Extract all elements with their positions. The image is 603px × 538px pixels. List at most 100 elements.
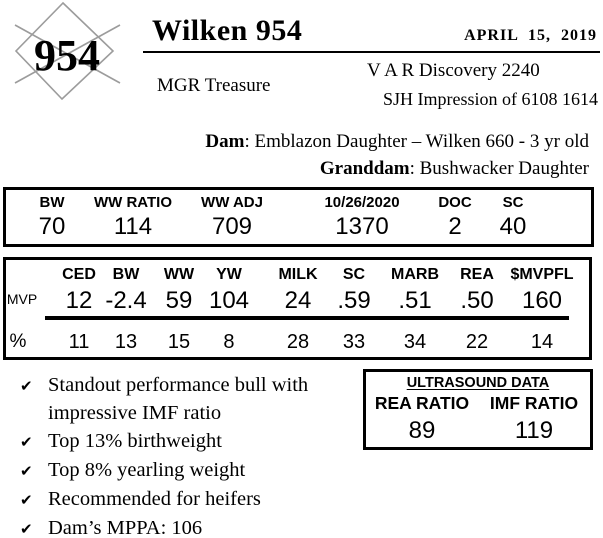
column-header: IMF RATIO [489,393,579,413]
pct-value: 14 [530,331,554,353]
column-header: WW RATIO [93,194,173,211]
pct-value: 15 [167,331,191,353]
pct-value: 33 [342,331,366,353]
mvp-value: .59 [337,287,371,314]
check-icon: ✔ [20,377,33,395]
title-divider [143,51,600,53]
cross-line-icon [14,24,121,84]
performance-column: WW RATIO 114 [94,193,172,241]
mvp-value: 24 [284,287,312,314]
mvp-value: 59 [165,287,193,314]
pct-value: 22 [465,331,489,353]
dam-line: Dam: Emblazon Daughter – Wilken 660 - 3 … [205,128,589,155]
column-header: WW [163,266,195,283]
brand-logo: 954 [14,1,121,101]
dam-block: Dam: Emblazon Daughter – Wilken 660 - 3 … [205,128,589,182]
mvp-value: .50 [460,287,494,314]
mvp-value: 160 [521,287,563,314]
column-header: YW [216,266,242,283]
epd-table: MVP % CED 12 11 BW -2.4 13 WW 59 15 YW 1… [3,257,592,360]
column-value: 40 [499,213,527,240]
epd-column: BW -2.4 13 [105,265,146,355]
pct-value: 28 [286,331,310,353]
pct-value: 8 [223,331,235,353]
ultrasound-box: ULTRASOUND DATA REA RATIO 89 IMF RATIO 1… [363,369,593,450]
ultrasound-title: ULTRASOUND DATA [366,375,590,392]
epd-row-label-mvp: MVP [6,291,38,307]
mvp-value: -2.4 [105,287,147,314]
column-header: REA [460,266,494,283]
note-text: Top 8% yearling weight [48,459,246,481]
column-header: BW [39,194,65,211]
epd-column: SC .59 33 [337,265,370,355]
column-header: 10/26/2020 [324,194,400,211]
granddam-label: Granddam [319,158,410,179]
note-text: Top 13% birthweight [48,430,222,452]
performance-column: BW 70 [39,193,66,241]
tag-number: 954 [34,31,100,80]
column-header: SC [342,266,366,283]
notes-list: ✔ Standout performance bull with impress… [20,371,365,538]
ultrasound-columns: REA RATIO 89 IMF RATIO 119 [366,393,590,446]
granddam-line: Granddam: Bushwacker Daughter [205,155,589,182]
page-title: Wilken 954 [152,14,303,47]
column-header: MILK [278,266,318,283]
column-header: MARB [391,266,439,283]
column-value: 709 [211,213,253,240]
mvp-value: 104 [208,287,250,314]
column-header: SC [502,194,524,211]
check-icon: ✔ [20,520,33,538]
list-item: ✔ Recommended for heifers [20,485,365,514]
pct-value: 13 [114,331,138,353]
epd-column: YW 104 8 [209,265,249,355]
epd-column: MILK 24 28 [278,265,317,355]
check-icon: ✔ [20,491,33,509]
column-value: 119 [514,417,554,444]
column-header: $MVPFL [510,266,574,283]
pct-value: 34 [403,331,427,353]
list-item: ✔ Top 8% yearling weight [20,456,365,485]
column-header: BW [112,266,140,283]
list-item: ✔ Dam’s MPPA: 106 [20,514,365,538]
epd-column: REA .50 22 [460,265,494,355]
ultrasound-column: REA RATIO 89 [366,393,478,446]
performance-column: 10/26/2020 1370 [324,193,399,241]
sale-date: APRIL 15, 2019 [464,27,597,44]
check-icon: ✔ [20,433,33,451]
list-item: ✔ Standout performance bull with impress… [20,371,365,427]
column-header: DOC [438,194,472,211]
epd-row-label-pct: % [9,331,27,352]
performance-column: DOC 2 [438,193,471,241]
epd-column: $MVPFL 160 14 [510,265,573,355]
column-value: 70 [38,213,66,240]
ultrasound-column: IMF RATIO 119 [478,393,590,446]
performance-column: WW ADJ 709 [201,193,263,241]
epd-column: MARB .51 34 [391,265,439,355]
granddam-value: : Bushwacker Daughter [409,158,589,179]
mvp-value: 12 [65,287,93,314]
note-text: Recommended for heifers [48,488,261,510]
note-text: Standout performance bull with impressiv… [48,374,309,424]
column-header: REA RATIO [374,393,470,413]
column-header: CED [62,266,96,283]
sire-name: MGR Treasure [157,75,271,96]
mvp-value: .51 [398,287,432,314]
pct-value: 11 [68,331,90,353]
performance-column: SC 40 [500,193,527,241]
list-item: ✔ Top 13% birthweight [20,427,365,456]
column-value: 114 [113,213,153,240]
epd-column: WW 59 15 [164,265,194,355]
note-text: Dam’s MPPA: 106 [48,517,203,538]
check-icon: ✔ [20,462,33,480]
column-value: 2 [448,213,462,240]
dam-label: Dam [205,131,245,152]
column-value: 89 [408,417,436,444]
performance-table: BW 70 WW RATIO 114 WW ADJ 709 10/26/2020… [3,187,594,247]
column-value: 1370 [335,213,389,240]
pedigree-line-2: SJH Impression of 6108 1614 [383,89,598,109]
epd-column: CED 12 11 [62,265,96,355]
epd-divider [45,316,569,320]
column-header: WW ADJ [201,194,263,211]
pedigree-line-1: V A R Discovery 2240 [367,60,540,81]
